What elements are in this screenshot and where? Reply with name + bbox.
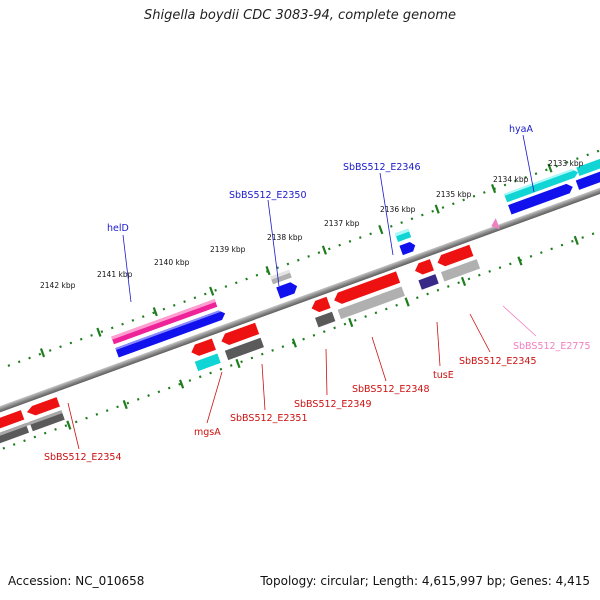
lower-major-ticks <box>66 235 579 430</box>
label-SbBS512_E2354: SbBS512_E2354 <box>44 452 122 463</box>
lower-tick-track <box>0 184 600 488</box>
leader-line <box>522 134 535 193</box>
pink-gene-labels: SbBS512_E2775 <box>502 305 591 352</box>
kbp-label: 2139 kbp <box>210 245 246 254</box>
gene-helD[interactable] <box>115 309 226 358</box>
gene-cyan-2346-top[interactable] <box>394 228 412 242</box>
kbp-label: 2137 kbp <box>324 219 360 228</box>
leader-line <box>325 348 328 396</box>
leader-line <box>206 371 223 424</box>
gene-gray-2351[interactable] <box>224 337 264 361</box>
gene-gray-left[interactable] <box>0 410 65 454</box>
gene-SbBS512_E2346[interactable] <box>399 241 417 256</box>
gene-gray-2345[interactable] <box>440 259 481 282</box>
kbp-label: 2134 kbp <box>493 175 529 184</box>
gene-gray-2350-top[interactable] <box>270 269 292 285</box>
label-SbBS512_E2351: SbBS512_E2351 <box>230 413 308 424</box>
label-mgsA: mgsA <box>194 427 221 438</box>
leader-line <box>502 305 537 337</box>
label-helD: helD <box>107 223 129 234</box>
gene-cyan-mgsA[interactable] <box>194 353 221 372</box>
label-hyaA: hyaA <box>509 124 533 135</box>
label-tusE: tusE <box>433 370 454 381</box>
gene-SbBS512_E2348[interactable] <box>332 271 401 306</box>
leader-line <box>379 172 394 256</box>
label-SbBS512_E2350: SbBS512_E2350 <box>229 190 307 201</box>
label-SbBS512_E2775: SbBS512_E2775 <box>513 341 591 352</box>
leader-line <box>469 313 491 353</box>
label-SbBS512_E2348: SbBS512_E2348 <box>352 384 430 395</box>
kbp-labels: 2142 kbp 2141 kbp 2140 kbp 2139 kbp 2138… <box>40 159 584 290</box>
kbp-label: 2135 kbp <box>436 190 472 199</box>
gene-SbBS512_E2775[interactable] <box>489 218 500 232</box>
gene-magenta-forward[interactable] <box>111 299 218 345</box>
gene-cyan-hyaA-top[interactable] <box>503 148 600 203</box>
leader-line <box>122 234 132 303</box>
kbp-label: 2138 kbp <box>267 233 303 242</box>
reverse-gene-labels: SbBS512_E2354 mgsA SbBS512_E2351 SbBS512… <box>44 313 537 463</box>
gene-gray-2348[interactable] <box>337 286 405 320</box>
gene-red-left-1[interactable] <box>0 397 60 441</box>
label-SbBS512_E2346: SbBS512_E2346 <box>343 162 421 173</box>
kbp-label: 2140 kbp <box>154 258 190 267</box>
kbp-label: 2133 kbp <box>548 159 584 168</box>
gene-mgsA[interactable] <box>189 338 216 357</box>
map-title: Shigella boydii CDC 3083-94, complete ge… <box>143 8 457 23</box>
gene-SbBS512_E2350[interactable] <box>276 281 299 299</box>
leader-line <box>267 199 280 287</box>
gene-navy-tusE[interactable] <box>418 274 439 290</box>
upper-major-ticks <box>39 163 553 358</box>
label-SbBS512_E2345: SbBS512_E2345 <box>459 356 537 367</box>
leader-line <box>371 336 387 382</box>
accession-text: Accession: NC_010658 <box>8 574 145 588</box>
genome-stats-text: Topology: circular; Length: 4,615,997 bp… <box>260 574 590 588</box>
gene-SbBS512_E2349[interactable] <box>310 296 331 314</box>
gene-SbBS512_E2351[interactable] <box>219 322 260 347</box>
forward-gene-labels: helD SbBS512_E2350 SbBS512_E2346 hyaA <box>107 124 535 303</box>
kbp-label: 2142 kbp <box>40 281 76 290</box>
gene-tusE[interactable] <box>413 259 434 276</box>
kbp-label: 2141 kbp <box>97 270 133 279</box>
leader-line <box>436 321 441 367</box>
leader-line <box>261 363 266 411</box>
gene-hyaA[interactable] <box>508 159 600 215</box>
gene-SbBS512_E2345[interactable] <box>435 244 474 269</box>
genome-backbone <box>0 146 600 454</box>
label-SbBS512_E2349: SbBS512_E2349 <box>294 399 372 410</box>
upper-tick-track <box>0 112 600 416</box>
kbp-label: 2136 kbp <box>380 205 416 214</box>
gene-gray-2349[interactable] <box>315 311 336 328</box>
leader-line <box>67 402 80 450</box>
